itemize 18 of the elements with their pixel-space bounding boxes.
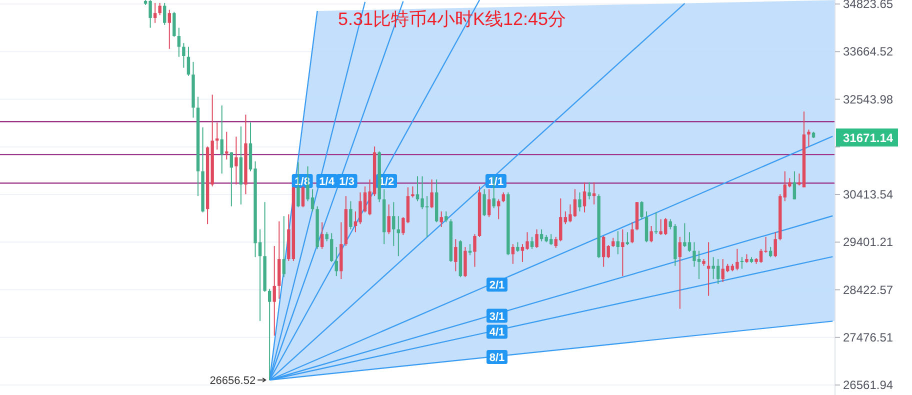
y-tick-label: 26561.94 bbox=[843, 378, 894, 392]
series-label: 4/1 bbox=[489, 326, 505, 339]
y-tick-label: 27476.51 bbox=[843, 330, 894, 344]
last-price: 31671.14 bbox=[836, 128, 898, 146]
y-tick-label: 29401.21 bbox=[843, 235, 894, 250]
series-label: 8/1 bbox=[489, 352, 505, 364]
y-tick-label: 33664.52 bbox=[843, 44, 894, 59]
series-label: 1/2 bbox=[378, 176, 394, 188]
series-label: 3/1 bbox=[489, 310, 505, 323]
y-tick-label: 28422.57 bbox=[843, 282, 894, 297]
y-tick-label: 30413.54 bbox=[843, 188, 894, 202]
series-label: 1/4 bbox=[319, 176, 336, 188]
annotation: 26656.52 bbox=[210, 375, 256, 388]
y-tick-label: 34823.65 bbox=[843, 0, 894, 12]
y-tick-label: 32543.98 bbox=[843, 92, 894, 106]
series-label: 2/1 bbox=[489, 280, 505, 292]
series-label: 1/3 bbox=[339, 176, 354, 188]
series-label: 1/1 bbox=[488, 176, 504, 188]
